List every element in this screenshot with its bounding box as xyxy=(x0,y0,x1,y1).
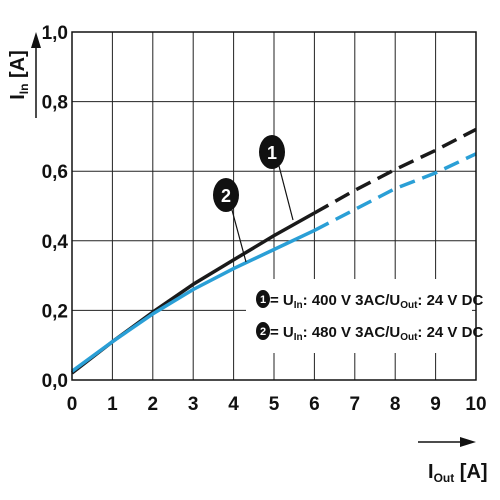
callout-1-number: 1 xyxy=(267,143,277,163)
legend-2-number: 2 xyxy=(260,326,266,338)
x-tick-label: 1 xyxy=(107,394,118,415)
series-layer xyxy=(70,127,477,375)
legend-entry-2: 2 = UIn: 480 V 3AC/UOut: 24 V DC xyxy=(256,322,483,343)
x-axis-arrow xyxy=(418,437,476,447)
tick-labels: 0 1 2 3 4 5 6 7 8 9 10 0,0 0,2 0,4 0,6 0,8 1,0 xyxy=(42,23,487,415)
x-tick-label: 5 xyxy=(269,394,280,415)
x-tick-label: 3 xyxy=(188,394,199,415)
x-tick-label: 9 xyxy=(430,394,441,415)
series-1-dashed-line xyxy=(313,127,477,215)
series-2-dashed-line xyxy=(313,152,477,232)
plot-frame xyxy=(71,31,477,381)
y-tick-label: 0,6 xyxy=(42,162,68,183)
y-tick-label: 0,4 xyxy=(42,232,69,253)
legend-entry-1: 1 = UIn: 400 V 3AC/UOut: 24 V DC xyxy=(256,290,483,311)
x-tick-label: 7 xyxy=(350,394,361,415)
x-tick-label: 4 xyxy=(228,394,239,415)
legend-1-number: 1 xyxy=(260,294,266,306)
x-tick-label: 8 xyxy=(390,394,401,415)
y-axis-symbol: I xyxy=(7,94,29,100)
callout-2-number: 2 xyxy=(221,186,231,206)
legend-2-text: = UIn: 480 V 3AC/UOut: 24 V DC xyxy=(270,324,483,343)
y-axis-unit: [A] xyxy=(7,50,29,83)
x-axis-symbol: I xyxy=(428,461,434,483)
x-axis-subscript: Out xyxy=(434,471,455,485)
callout-series-2: 2 xyxy=(213,178,247,263)
y-tick-label: 1,0 xyxy=(42,23,68,44)
legend-1-text: = UIn: 400 V 3AC/UOut: 24 V DC xyxy=(270,292,483,311)
y-axis-subscript: In xyxy=(17,84,31,95)
y-axis-label: IIn [A] xyxy=(7,50,31,100)
y-tick-label: 0,2 xyxy=(42,301,68,322)
x-axis-label: IOut [A] xyxy=(428,461,488,485)
series-2-solid-line xyxy=(70,228,316,373)
x-axis-unit: [A] xyxy=(454,461,487,483)
x-tick-label: 2 xyxy=(148,394,159,415)
x-tick-label: 10 xyxy=(465,394,486,415)
y-tick-label: 0,0 xyxy=(42,371,68,392)
x-tick-label: 6 xyxy=(309,394,320,415)
x-tick-label: 0 xyxy=(67,394,78,415)
y-tick-label: 0,8 xyxy=(42,93,68,114)
legend: 1 = UIn: 400 V 3AC/UOut: 24 V DC 2 = UIn… xyxy=(246,279,483,353)
y-axis-arrow xyxy=(31,32,41,118)
callout-series-1: 1 xyxy=(259,135,294,221)
